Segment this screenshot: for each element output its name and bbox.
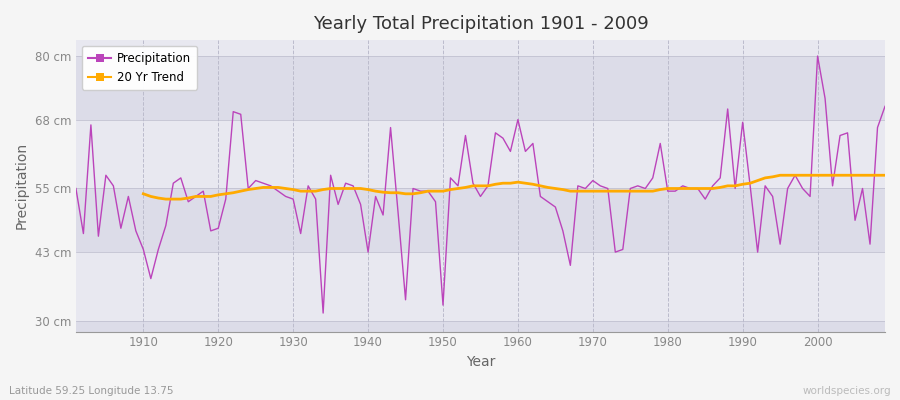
X-axis label: Year: Year bbox=[466, 355, 495, 369]
Bar bbox=[76, 321, 885, 332]
Bar bbox=[76, 40, 885, 56]
Text: worldspecies.org: worldspecies.org bbox=[803, 386, 891, 396]
Y-axis label: Precipitation: Precipitation bbox=[15, 142, 29, 230]
Text: Latitude 59.25 Longitude 13.75: Latitude 59.25 Longitude 13.75 bbox=[9, 386, 174, 396]
Title: Yearly Total Precipitation 1901 - 2009: Yearly Total Precipitation 1901 - 2009 bbox=[312, 15, 648, 33]
Bar bbox=[76, 188, 885, 252]
Bar bbox=[76, 56, 885, 120]
Bar bbox=[76, 252, 885, 321]
Legend: Precipitation, 20 Yr Trend: Precipitation, 20 Yr Trend bbox=[82, 46, 197, 90]
Bar bbox=[76, 120, 885, 188]
